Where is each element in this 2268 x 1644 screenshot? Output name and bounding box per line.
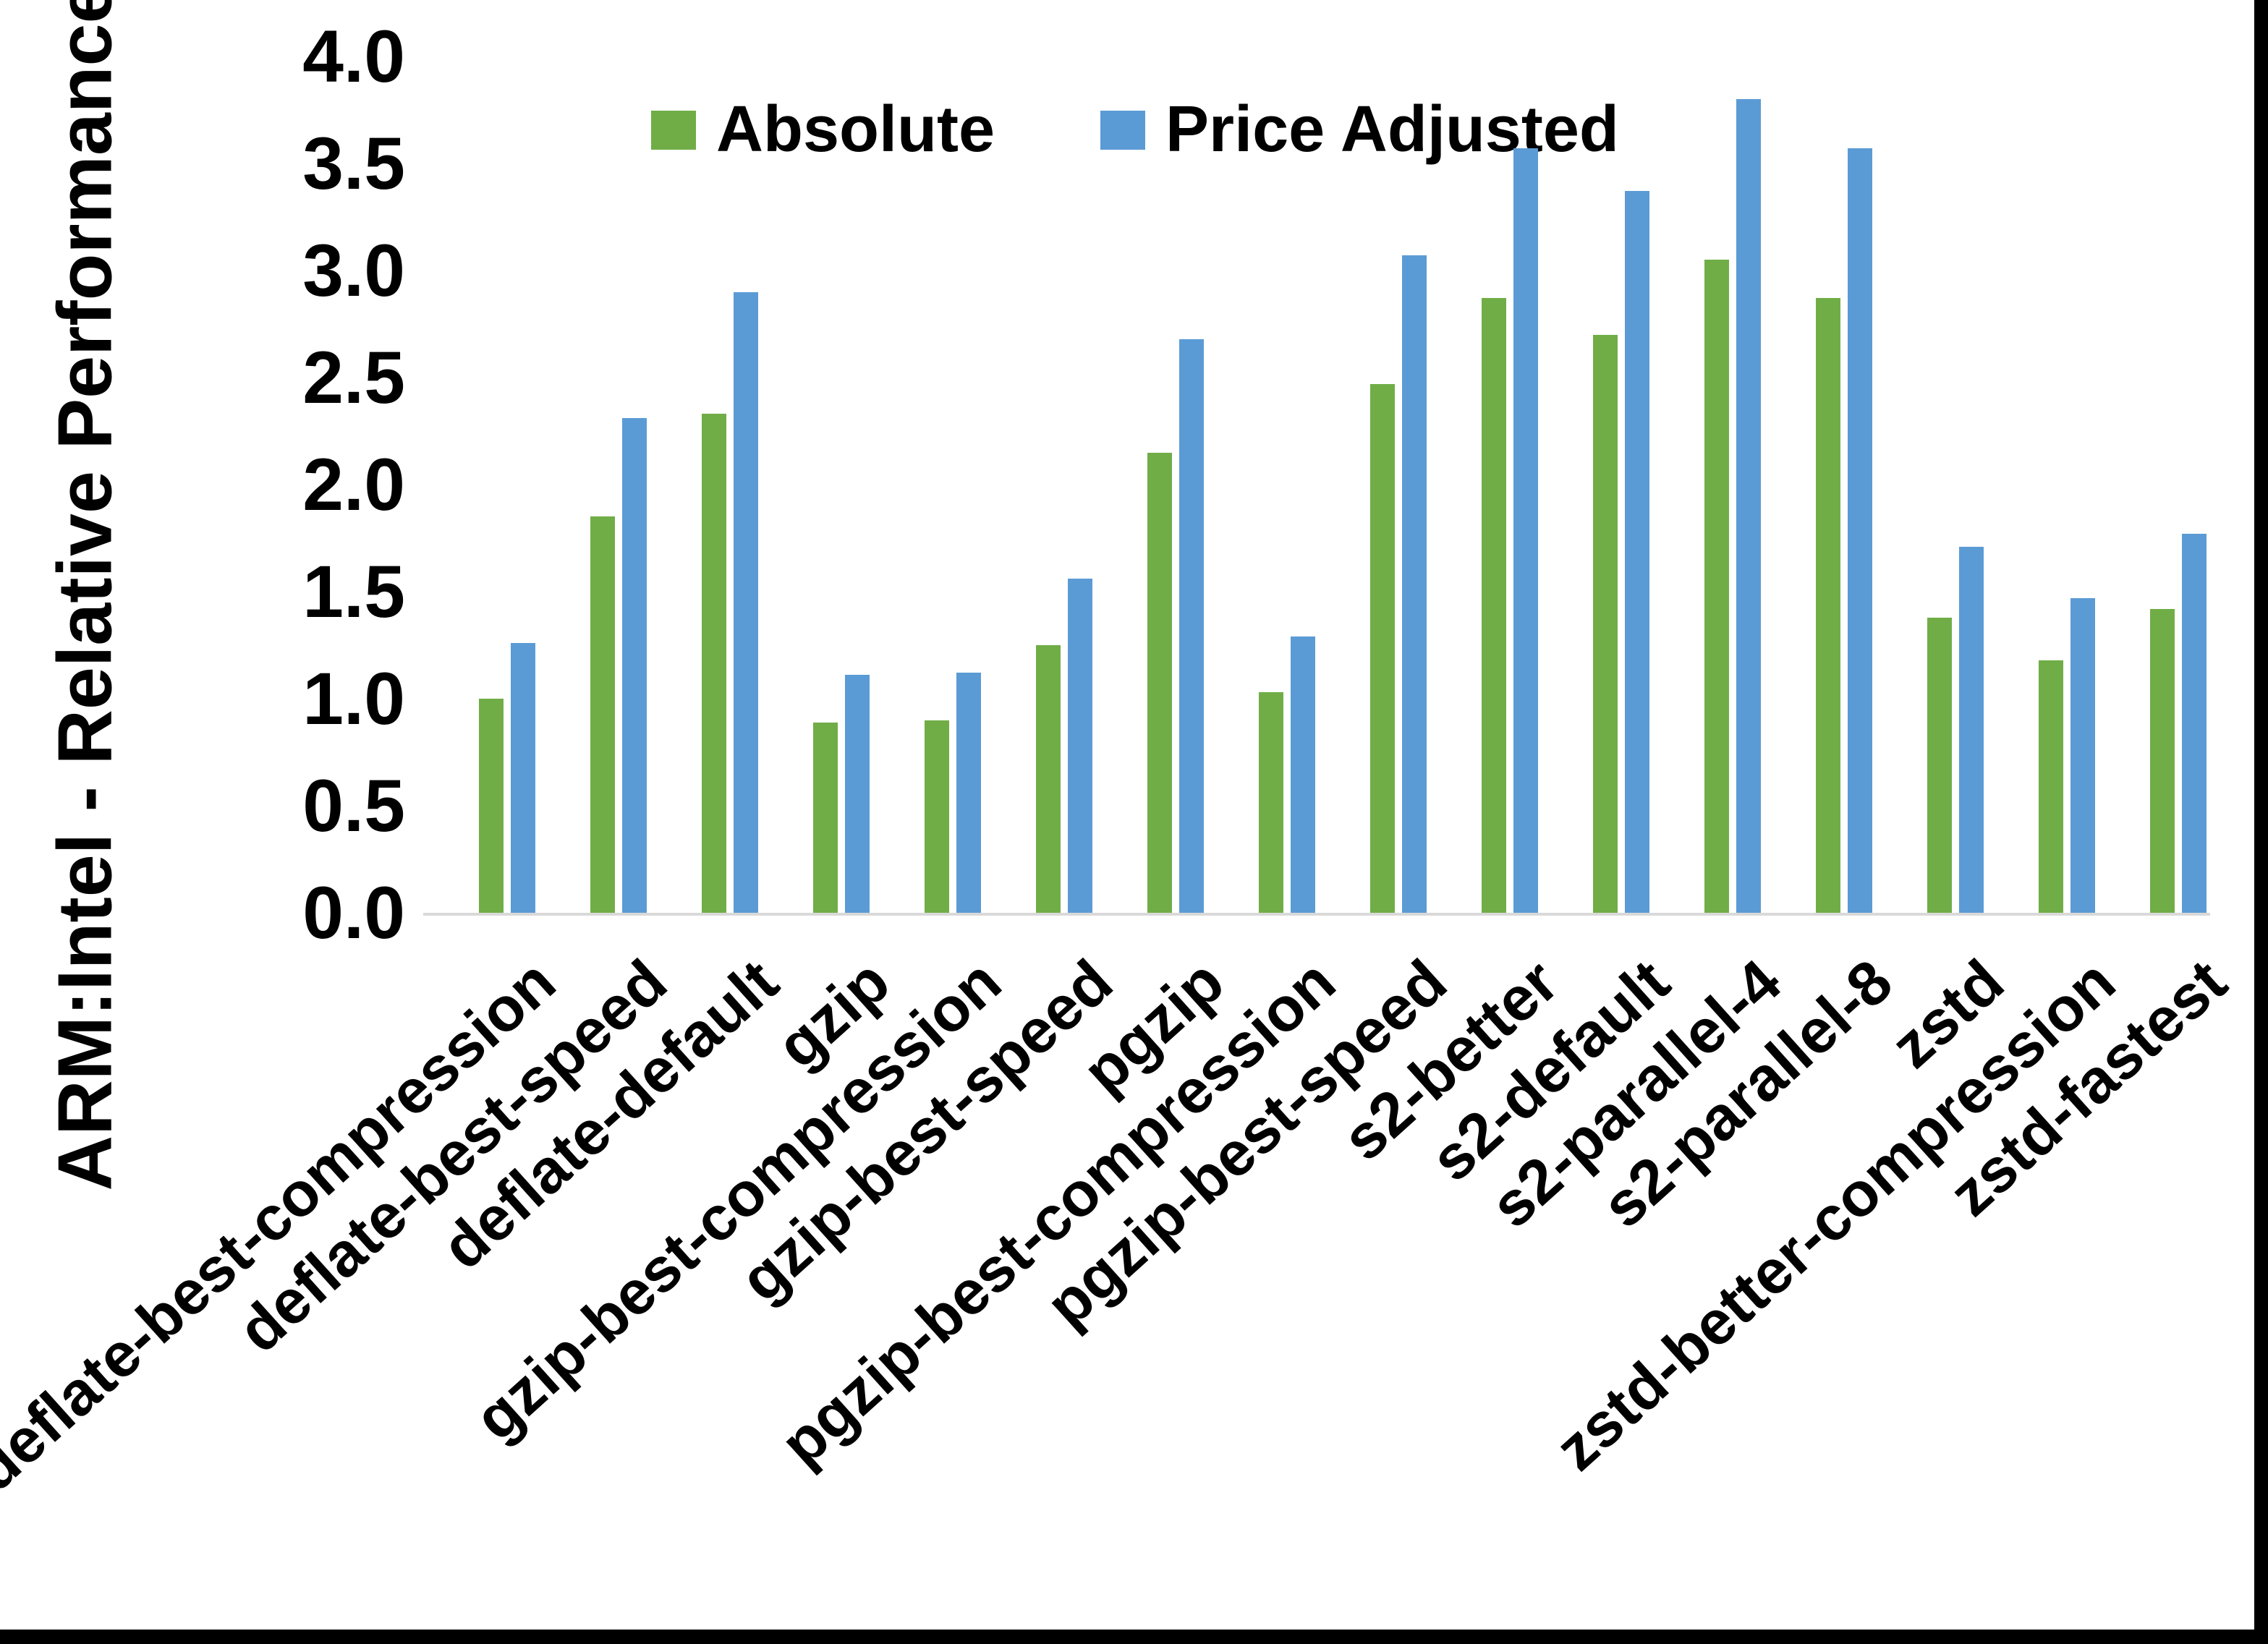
bar-absolute-pgzip-best-speed: [1370, 383, 1395, 913]
bar-price-adjusted-pgzip: [1179, 338, 1204, 913]
legend-swatch-absolute: [651, 110, 696, 150]
bar-price-adjusted-pgzip-best-compression: [1291, 636, 1315, 913]
screenshot-right-border: [2254, 0, 2268, 1644]
legend: Absolute Price Adjusted: [651, 93, 1619, 167]
screenshot-bottom-border: [0, 1630, 2268, 1644]
legend-label-price-adjusted: Price Adjusted: [1165, 93, 1619, 166]
bar-price-adjusted-zstd: [1959, 546, 1984, 913]
bar-price-adjusted-gzip: [845, 675, 870, 913]
bar-absolute-s2-parallel-8: [1816, 298, 1840, 913]
bar-price-adjusted-s2-better: [1513, 148, 1538, 913]
bar-price-adjusted-deflate-best-compression: [511, 643, 535, 913]
bar-absolute-gzip-best-speed: [1036, 645, 1061, 913]
bar-price-adjusted-s2-parallel-8: [1848, 148, 1872, 913]
y-tick-label-1.5: 1.5: [302, 550, 405, 633]
plot-area: [423, 56, 2210, 916]
bar-absolute-s2-better: [1482, 298, 1506, 913]
y-tick-label-4.0: 4.0: [302, 15, 405, 98]
bar-absolute-zstd: [1927, 617, 1952, 913]
bar-absolute-pgzip: [1147, 452, 1172, 913]
bar-absolute-deflate-default: [702, 414, 726, 913]
y-tick-label-1.0: 1.0: [302, 657, 405, 740]
y-tick-label-3.0: 3.0: [302, 229, 405, 312]
bar-absolute-s2-parallel-4: [1704, 260, 1729, 913]
y-tick-label-0.5: 0.5: [302, 764, 405, 847]
y-tick-label-2.5: 2.5: [302, 336, 405, 419]
bar-absolute-pgzip-best-compression: [1259, 692, 1283, 913]
bar-absolute-gzip: [813, 722, 838, 913]
legend-label-absolute: Absolute: [716, 93, 995, 166]
bar-price-adjusted-zstd-fastest: [2182, 534, 2207, 913]
legend-swatch-price-adjusted: [1100, 110, 1146, 150]
bar-price-adjusted-deflate-best-speed: [622, 418, 647, 913]
bar-absolute-s2-default: [1593, 334, 1618, 913]
y-tick-label-3.5: 3.5: [302, 122, 405, 205]
y-axis-title: ARM:Intel - Relative Performance: [42, 0, 128, 1191]
bar-price-adjusted-zstd-better-compression: [2070, 597, 2095, 913]
bar-price-adjusted-s2-default: [1625, 191, 1649, 913]
x-axis-line: [423, 913, 2210, 916]
bar-price-adjusted-gzip-best-speed: [1068, 579, 1092, 913]
y-tick-label-2.0: 2.0: [302, 443, 405, 526]
bar-price-adjusted-pgzip-best-speed: [1402, 255, 1427, 913]
bar-price-adjusted-gzip-best-compression: [956, 673, 981, 913]
bar-price-adjusted-deflate-default: [734, 291, 758, 913]
bar-absolute-zstd-fastest: [2150, 608, 2175, 913]
bar-price-adjusted-s2-parallel-4: [1736, 99, 1761, 913]
y-tick-label-0.0: 0.0: [302, 872, 405, 954]
bar-absolute-gzip-best-compression: [925, 720, 949, 913]
bar-absolute-zstd-better-compression: [2039, 660, 2063, 913]
bar-absolute-deflate-best-compression: [479, 699, 504, 913]
bar-absolute-deflate-best-speed: [590, 516, 615, 913]
